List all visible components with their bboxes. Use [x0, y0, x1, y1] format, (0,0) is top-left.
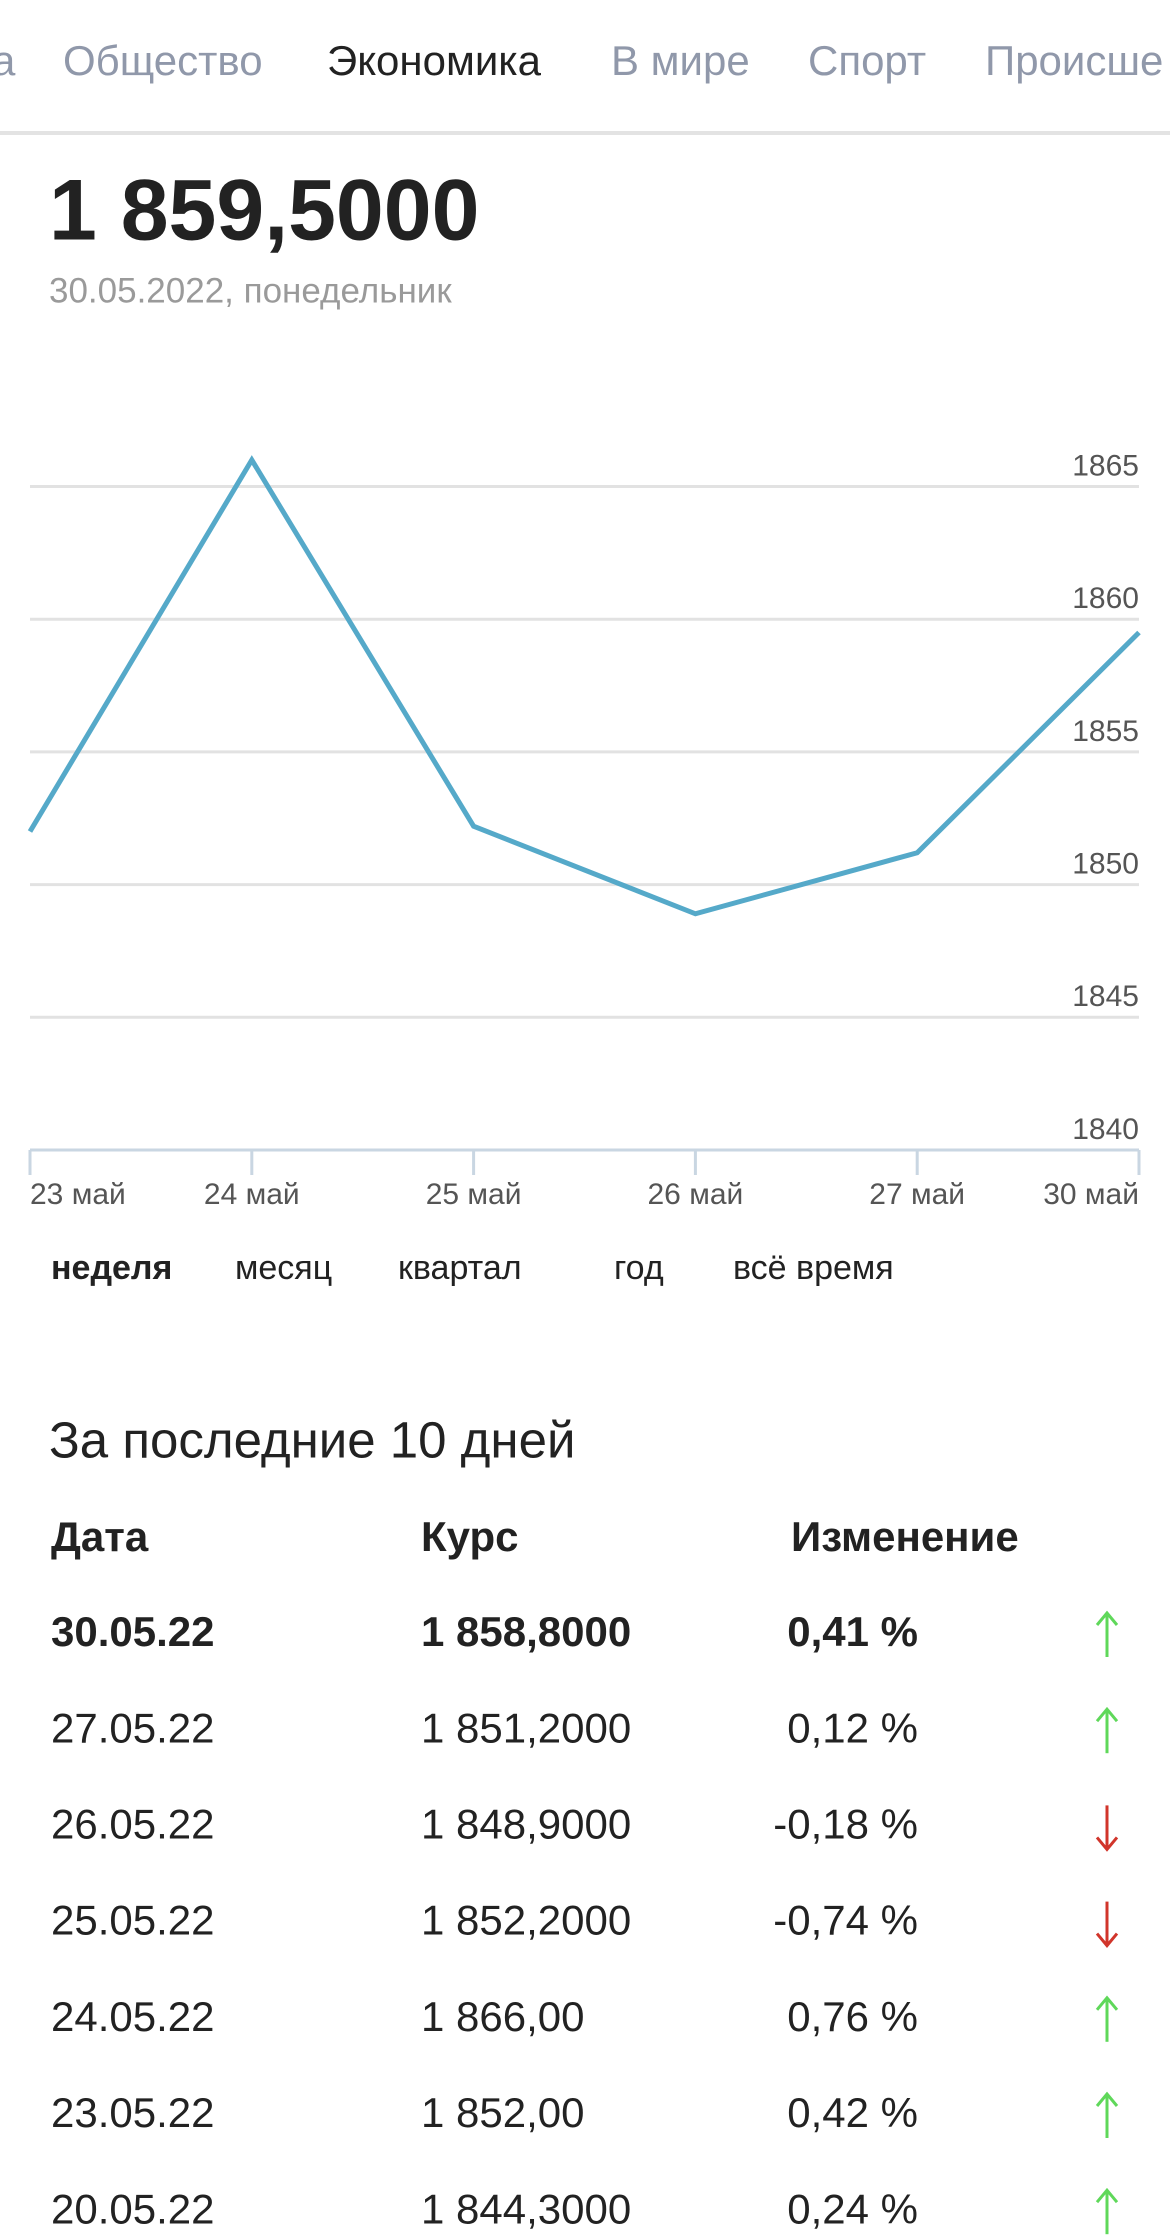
- cell-rate: 1 851,2000: [421, 1704, 631, 1751]
- trend-arrow-head: [1095, 1932, 1119, 1948]
- x-tick-label: 27 май: [869, 1178, 965, 1211]
- period-tab[interactable]: неделя: [51, 1249, 172, 1287]
- cell-date: 30.05.22: [51, 1608, 215, 1655]
- x-tick-label: 25 май: [426, 1178, 522, 1211]
- x-tick-label: 26 май: [648, 1178, 744, 1211]
- y-tick-label: 1860: [1072, 582, 1139, 615]
- period-tab[interactable]: месяц: [235, 1249, 332, 1287]
- cell-change: 0,24 %: [787, 2185, 918, 2232]
- x-tick-label: 23 май: [30, 1178, 126, 1211]
- cell-change: -0,74 %: [773, 1897, 918, 1944]
- nav-tab[interactable]: Общество: [63, 37, 263, 84]
- trend-arrow-head: [1095, 1610, 1119, 1626]
- cell-date: 26.05.22: [51, 1800, 215, 1847]
- period-tab[interactable]: год: [614, 1249, 664, 1287]
- cell-rate: 1 858,8000: [421, 1608, 631, 1655]
- cell-date: 24.05.22: [51, 1993, 215, 2040]
- cell-rate: 1 844,3000: [421, 2185, 631, 2232]
- nav-tab[interactable]: Происше: [985, 37, 1163, 84]
- cell-date: 20.05.22: [51, 2185, 215, 2232]
- trend-arrow-head: [1095, 1836, 1119, 1852]
- rate-value: 1 859,5000: [49, 163, 479, 259]
- cell-change: 0,12 %: [787, 1704, 918, 1751]
- table-title: За последние 10 дней: [49, 1411, 575, 1468]
- rate-date: 30.05.2022, понедельник: [49, 271, 452, 310]
- cell-change: 0,42 %: [787, 2089, 918, 2136]
- nav-tab[interactable]: В мире: [611, 37, 750, 84]
- column-header: Дата: [51, 1513, 149, 1560]
- cell-rate: 1 852,2000: [421, 1897, 631, 1944]
- cell-rate: 1 848,9000: [421, 1800, 631, 1847]
- cell-date: 23.05.22: [51, 2089, 215, 2136]
- trend-arrow-head: [1095, 2091, 1119, 2107]
- cell-date: 27.05.22: [51, 1704, 215, 1751]
- y-tick-label: 1845: [1072, 980, 1139, 1013]
- y-tick-label: 1855: [1072, 715, 1139, 748]
- nav-tab[interactable]: Спорт: [808, 37, 926, 84]
- cell-rate: 1 852,00: [421, 2089, 585, 2136]
- cell-date: 25.05.22: [51, 1897, 215, 1944]
- cell-change: 0,76 %: [787, 1993, 918, 2040]
- period-tab[interactable]: всё время: [733, 1249, 894, 1287]
- cell-rate: 1 866,00: [421, 1993, 585, 2040]
- x-tick-label: 24 май: [204, 1178, 300, 1211]
- trend-arrow-head: [1095, 2187, 1119, 2204]
- column-header: Курс: [421, 1513, 518, 1560]
- y-tick-label: 1850: [1072, 848, 1139, 881]
- column-header: Изменение: [791, 1513, 1019, 1560]
- trend-arrow-head: [1095, 1706, 1119, 1723]
- y-tick-label: 1865: [1072, 449, 1139, 482]
- y-tick-label: 1840: [1072, 1113, 1139, 1146]
- rate-line: [27, 455, 1141, 917]
- nav-tab[interactable]: а: [0, 37, 16, 84]
- cell-change: 0,41 %: [787, 1608, 918, 1655]
- cell-change: -0,18 %: [773, 1800, 918, 1847]
- x-tick-label: 30 май: [1043, 1178, 1139, 1211]
- nav-tab[interactable]: Экономика: [327, 37, 542, 84]
- trend-arrow-head: [1095, 1995, 1119, 2011]
- period-tab[interactable]: квартал: [398, 1249, 522, 1287]
